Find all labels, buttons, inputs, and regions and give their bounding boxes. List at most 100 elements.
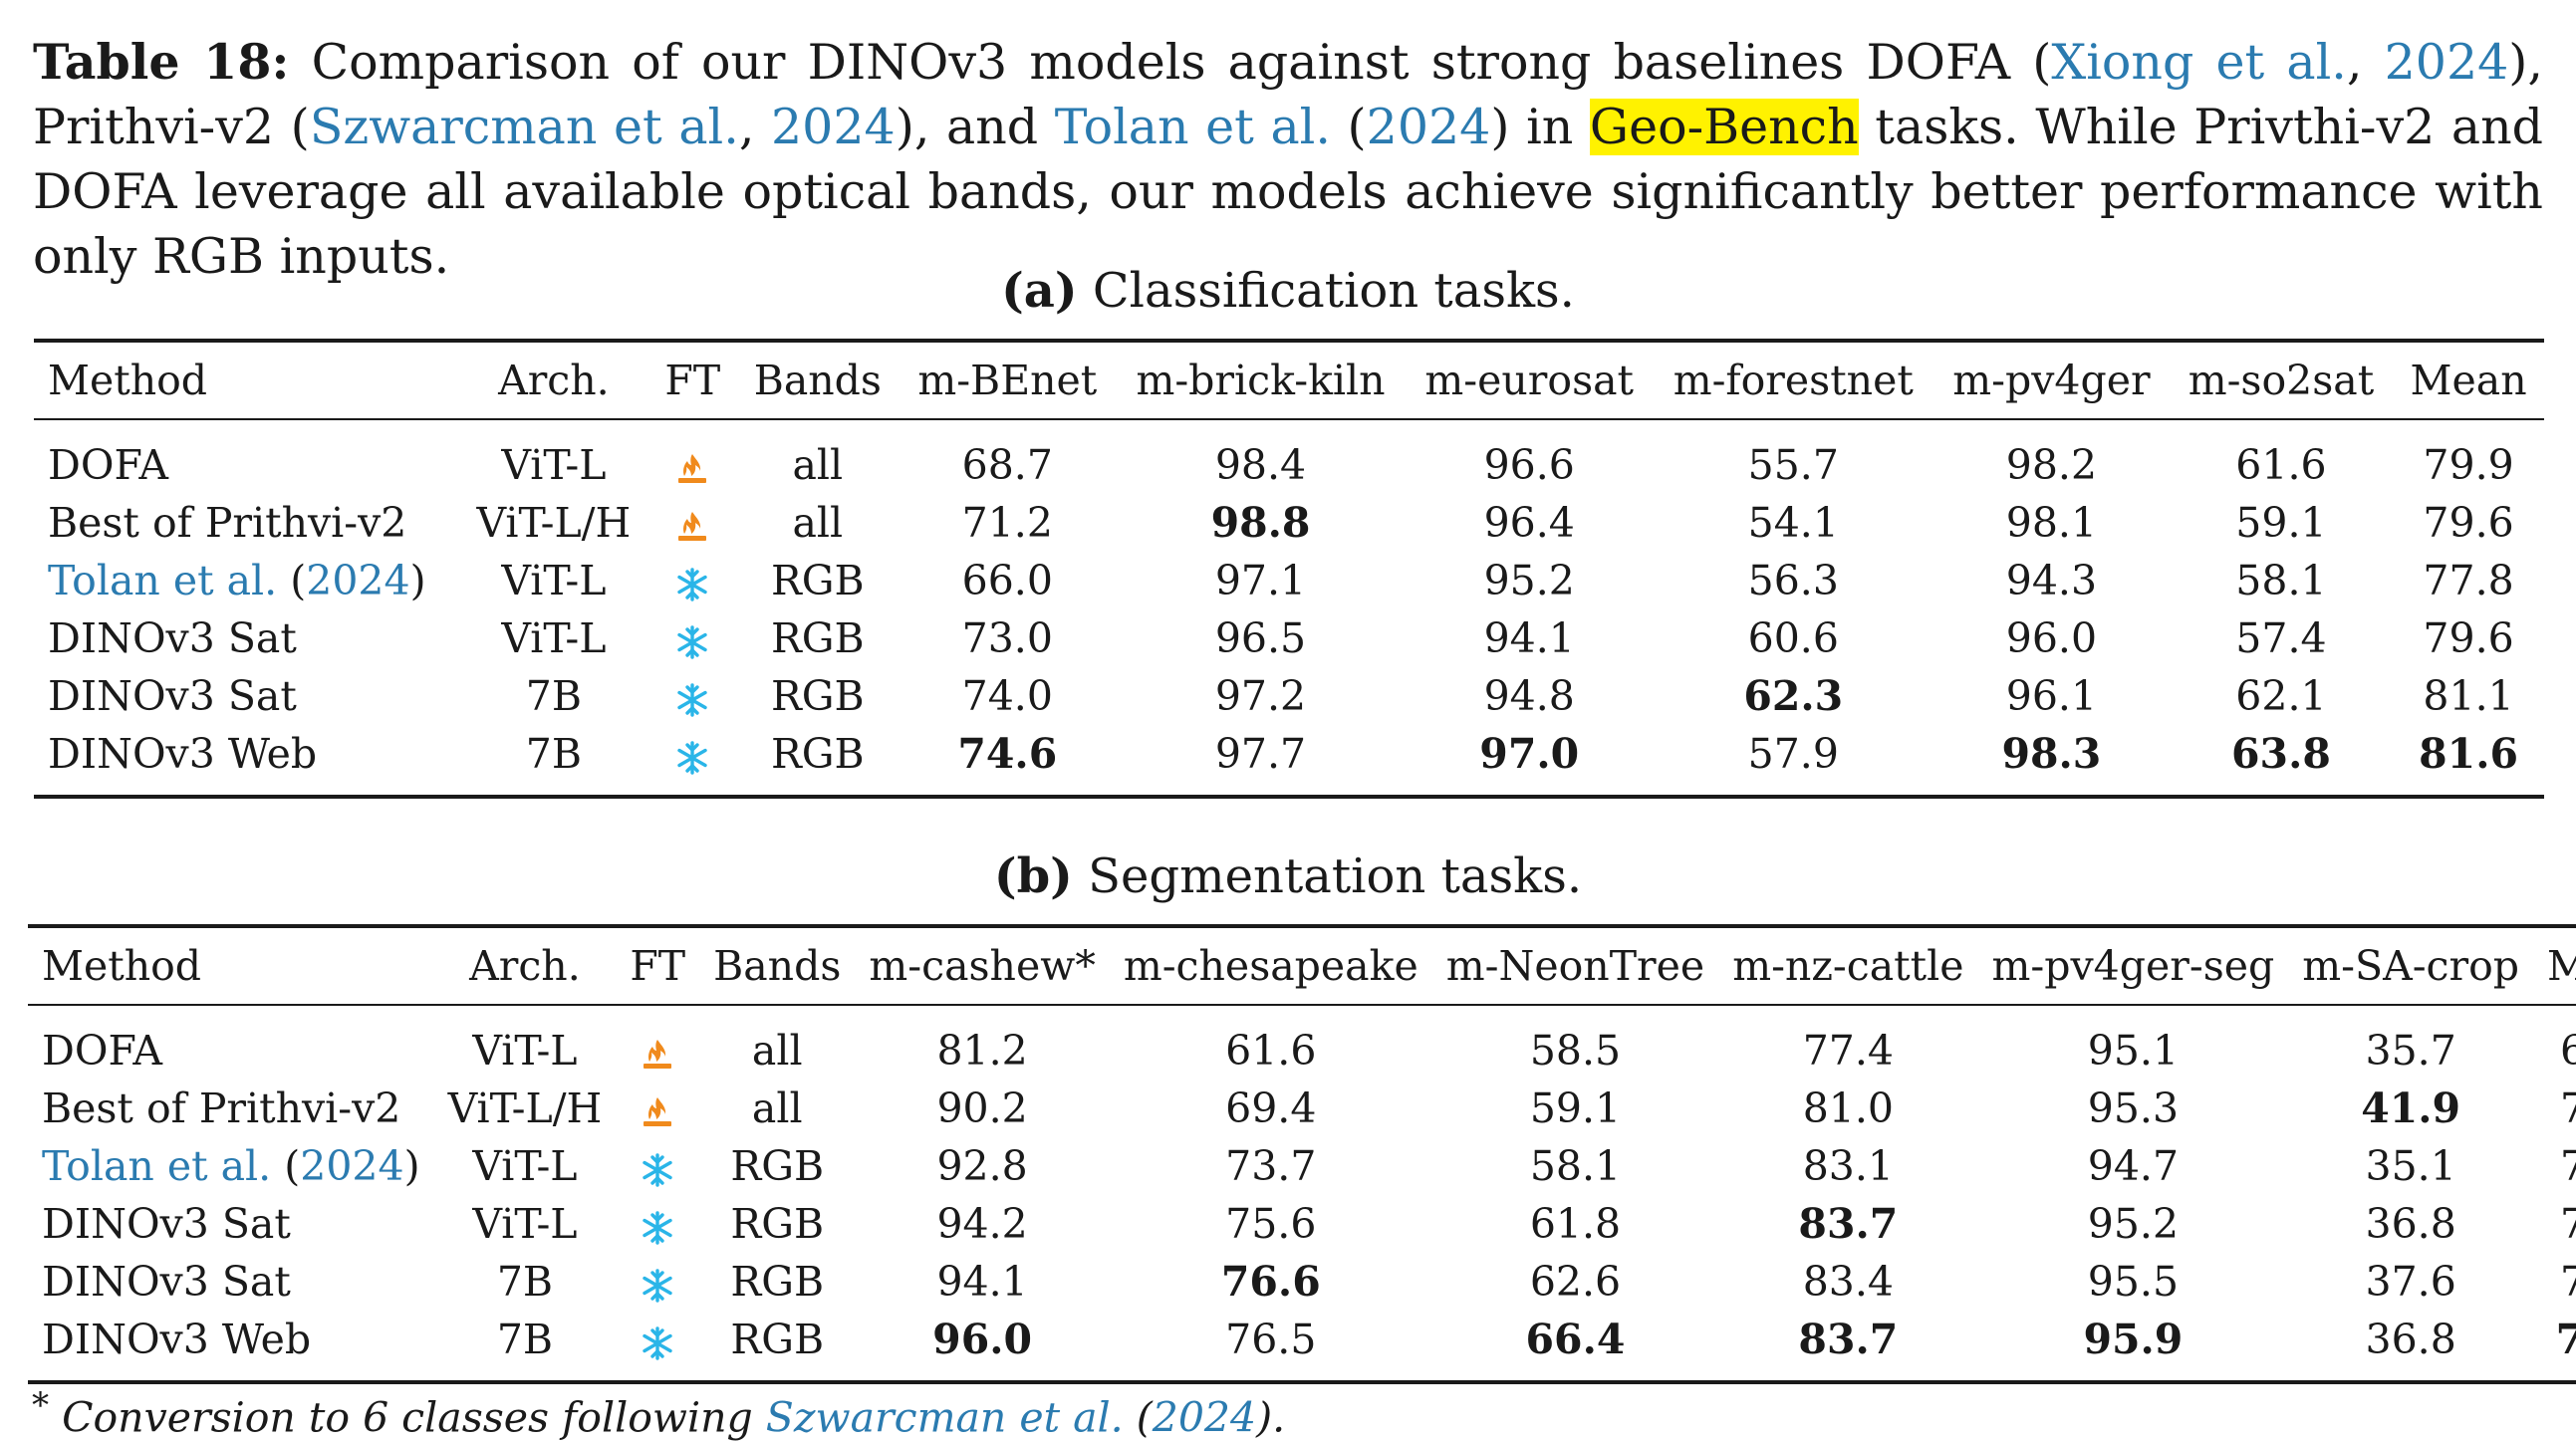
- ft-cell: [616, 1253, 699, 1311]
- citation-link[interactable]: 2024: [1366, 99, 1491, 155]
- column-header: FT: [616, 926, 700, 1006]
- citation-link[interactable]: Xiong et al.: [2051, 34, 2347, 91]
- column-header: m-eurosat: [1405, 341, 1654, 420]
- score-cell: 60.6: [1747, 614, 1839, 662]
- score-cell: 36.8: [2365, 1200, 2456, 1248]
- column-header: Method: [28, 926, 434, 1006]
- column-header: Arch.: [433, 926, 617, 1006]
- ft-cell: [648, 552, 736, 609]
- score-cell: 98.8: [1210, 499, 1311, 547]
- bands-cell: all: [751, 1084, 803, 1132]
- ft-cell: [648, 494, 736, 552]
- citation-link[interactable]: 2024: [300, 1142, 404, 1190]
- citation-link[interactable]: Szwarcman et al.: [765, 1393, 1124, 1442]
- segmentation-table: Method Arch. FT Bands m-cashew* m-chesapeake m…: [28, 924, 2576, 1384]
- method-cell: DINOv3 Web: [48, 730, 318, 778]
- score-cell: 97.7: [1214, 730, 1307, 778]
- caption-text: tasks. While Privthi-v2 and DOFA leverag…: [33, 99, 2544, 285]
- score-cell: 58.1: [2235, 557, 2327, 604]
- arch-cell: 7B: [496, 1316, 554, 1363]
- column-header: m-so2sat: [2169, 341, 2394, 420]
- method-cell: DOFA: [42, 1027, 162, 1075]
- footnote-text: ): [1256, 1393, 1273, 1442]
- score-cell: 98.3: [2001, 730, 2102, 778]
- citation-link[interactable]: 2024: [306, 557, 410, 604]
- score-cell: 72.8: [2559, 1084, 2576, 1132]
- subtable-a-caption: (a) Classification tasks.: [0, 261, 2576, 321]
- citation-link[interactable]: Tolan et al.: [48, 557, 278, 604]
- subtable-a-label: (a): [1001, 263, 1078, 319]
- score-cell: 97.0: [1479, 730, 1580, 778]
- score-cell: 96.6: [1483, 441, 1575, 489]
- snowflake-icon: [673, 681, 711, 719]
- ft-cell: [616, 1080, 699, 1137]
- table-row: DINOv3 Web 7B RGB 96.0 76.5 66.4 83.7 95.9 36.8 7…: [28, 1311, 2576, 1382]
- column-header: Bands: [699, 926, 856, 1006]
- score-cell: 94.7: [2087, 1142, 2180, 1190]
- column-header: m-chesapeake: [1109, 926, 1432, 1006]
- score-cell: 94.3: [2005, 557, 2098, 604]
- ft-cell: [616, 1137, 699, 1195]
- method-cell: Best of Prithvi-v2: [48, 499, 407, 547]
- citation-link[interactable]: Szwarcman et al.: [309, 99, 739, 155]
- citation-link[interactable]: 2024: [1152, 1393, 1257, 1442]
- score-cell: 90.2: [936, 1084, 1028, 1132]
- column-header: m-nz-cattle: [1718, 926, 1978, 1006]
- classification-table: Method Arch. FT Bands m-BEnet m-brick-kiln m-e…: [34, 339, 2544, 799]
- bands-cell: all: [792, 441, 844, 489]
- score-cell: 59.1: [2235, 499, 2327, 547]
- score-cell: 81.6: [2419, 730, 2518, 778]
- caption-text: ) in: [1490, 99, 1590, 155]
- score-cell: 58.1: [1529, 1142, 1622, 1190]
- score-cell: 94.8: [1483, 672, 1575, 720]
- citation-link[interactable]: 2024: [2384, 34, 2509, 91]
- column-header: m-brick-kiln: [1116, 341, 1406, 420]
- column-header: m-forestnet: [1653, 341, 1934, 420]
- subtable-a-title: Classification tasks.: [1077, 263, 1575, 319]
- table-caption: Table 18: Comparison of our DINOv3 model…: [33, 30, 2543, 289]
- footnote-mark: *: [32, 1386, 50, 1426]
- score-cell: 35.7: [2365, 1027, 2456, 1075]
- column-header: Bands: [736, 341, 900, 420]
- score-cell: 94.1: [936, 1258, 1028, 1306]
- snowflake-icon: [639, 1324, 676, 1362]
- caption-text: ), Prithvi-v2 (: [33, 34, 2543, 155]
- arch-cell: ViT-L/H: [447, 1084, 603, 1132]
- score-cell: 74.5: [2559, 1200, 2576, 1248]
- ft-cell: [648, 725, 736, 797]
- score-cell: 83.4: [1802, 1258, 1894, 1306]
- score-cell: 75.6: [1225, 1200, 1317, 1248]
- column-header: Mean: [2393, 341, 2544, 420]
- table-row: DOFA ViT-L all 81.2 61.6 58.5 77.4 95.1 35.7 68.3: [28, 1005, 2576, 1080]
- table-row: Tolan et al. (2024) ViT-L RGB 92.8 73.7 58.1 8…: [28, 1137, 2576, 1195]
- score-cell: 36.8: [2365, 1316, 2456, 1363]
- arch-cell: ViT-L: [501, 614, 607, 662]
- score-cell: 61.8: [1529, 1200, 1622, 1248]
- column-header: Mean: [2533, 926, 2576, 1006]
- score-cell: 73.0: [961, 614, 1053, 662]
- score-cell: 96.0: [2005, 614, 2098, 662]
- subtable-b-label: (b): [993, 848, 1073, 904]
- column-header: m-pv4ger-seg: [1977, 926, 2289, 1006]
- score-cell: 81.0: [1802, 1084, 1894, 1132]
- score-cell: 95.5: [2087, 1258, 2180, 1306]
- score-cell: 54.1: [1747, 499, 1839, 547]
- bands-cell: RGB: [730, 1200, 825, 1248]
- arch-cell: ViT-L: [472, 1142, 578, 1190]
- score-cell: 95.9: [2083, 1316, 2184, 1363]
- score-cell: 74.6: [957, 730, 1058, 778]
- arch-cell: ViT-L: [501, 557, 607, 604]
- bands-cell: RGB: [730, 1142, 825, 1190]
- column-header: m-NeonTree: [1431, 926, 1719, 1006]
- score-cell: 77.4: [1802, 1027, 1894, 1075]
- bands-cell: all: [751, 1027, 803, 1075]
- arch-cell: 7B: [525, 672, 582, 720]
- score-cell: 71.2: [961, 499, 1053, 547]
- score-cell: 97.2: [1214, 672, 1307, 720]
- score-cell: 98.1: [2005, 499, 2098, 547]
- citation-link[interactable]: 2024: [771, 99, 896, 155]
- citation-link[interactable]: Tolan et al.: [42, 1142, 272, 1190]
- citation-link[interactable]: Tolan et al.: [1054, 99, 1331, 155]
- bands-cell: RGB: [770, 730, 865, 778]
- method-cell: Best of Prithvi-v2: [42, 1084, 401, 1132]
